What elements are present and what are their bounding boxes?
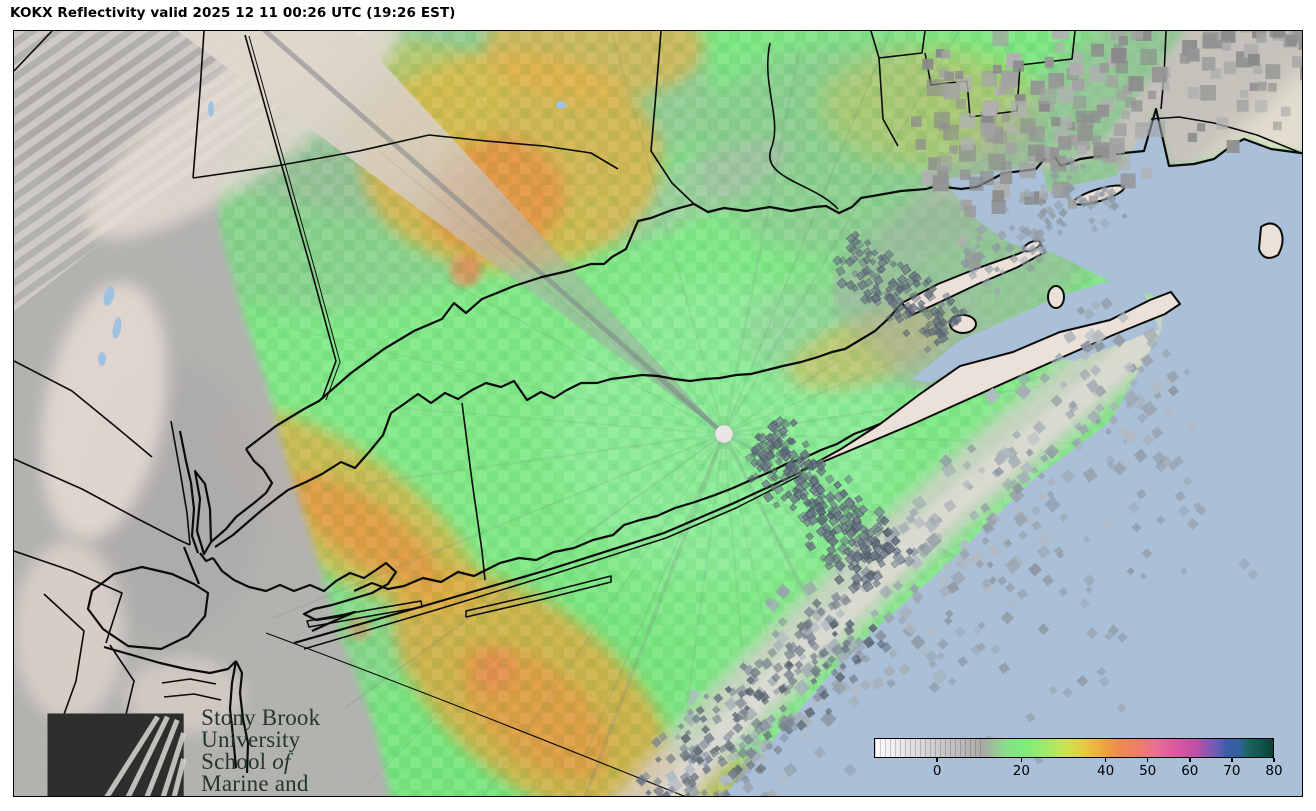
colorbar-legend: 0 20 40 50 60 70 80 xyxy=(874,738,1283,784)
ny-ct-state-line xyxy=(244,34,337,400)
colorbar-tick-label: 50 xyxy=(1139,763,1157,779)
colorbar-tick-mark xyxy=(1189,758,1191,762)
logo-line3: Atmospheric Sciences xyxy=(201,794,322,796)
navesink-rivers xyxy=(161,678,222,701)
sandy-hook-outer xyxy=(235,660,250,774)
logo-line2: School of Marine and xyxy=(201,749,309,796)
colorbar-tick-mark xyxy=(936,758,938,762)
rockaway-sliver xyxy=(306,600,423,628)
colorbar-tick-label: 70 xyxy=(1223,763,1241,779)
shield-star-icon: ★ xyxy=(64,788,102,797)
jones-beach-sliver xyxy=(465,575,612,618)
colorbar-tick-label: 60 xyxy=(1181,763,1199,779)
ri-pond-line xyxy=(1150,116,1302,154)
beam-blockage-wedge xyxy=(177,31,726,436)
east-river-south-bank xyxy=(214,489,289,548)
li-north-shore xyxy=(287,302,903,492)
logo-line1: Stony Brook University xyxy=(201,705,321,752)
hudson-west-bank xyxy=(178,430,200,554)
nassau-suffolk-line xyxy=(461,402,486,581)
colorbar-tick-label: 80 xyxy=(1265,763,1283,779)
brooklyn-jamaica-bay xyxy=(212,557,398,633)
raritan-bay-coast xyxy=(103,645,237,675)
colorbar-stripe-texture xyxy=(875,739,983,757)
colorbar-tick-label: 40 xyxy=(1096,763,1115,779)
block-island xyxy=(1257,222,1284,259)
page-title: KOKX Reflectivity valid 2025 12 11 00:26… xyxy=(10,5,456,21)
radar-site-dot xyxy=(714,424,734,444)
radar-map-svg xyxy=(14,31,1302,796)
colorbar-tick-label: 0 xyxy=(932,763,942,779)
colorbar-tick-mark xyxy=(1104,758,1107,762)
sbu-logo-text: Stony Brook University School of Marine … xyxy=(201,705,322,796)
battery-link xyxy=(199,552,214,563)
manhattan-island xyxy=(193,469,213,556)
east-river-north xyxy=(210,448,274,543)
county-state-lines xyxy=(14,31,1167,796)
sandy-hook-inner xyxy=(228,660,238,769)
bay-transect-line xyxy=(265,632,686,796)
colorbar-gradient xyxy=(874,738,1274,758)
gardiners-island xyxy=(1047,285,1065,309)
ct-county-line xyxy=(650,31,695,205)
staten-island xyxy=(86,565,210,651)
sbu-logo: ★ Stony Brook University School of Marin… xyxy=(41,705,322,797)
ocean-precip-speckles xyxy=(635,31,1302,796)
colorbar-tick-mark xyxy=(1231,758,1233,762)
bayonne xyxy=(182,546,201,585)
barrier-island-line-2 xyxy=(303,474,802,650)
lakes xyxy=(98,101,566,366)
radar-map: ★ Stony Brook University School of Marin… xyxy=(13,30,1303,797)
colorbar-tick-mark xyxy=(1146,758,1149,762)
ct-ri-coastline xyxy=(245,107,1302,450)
connecticut-river xyxy=(766,42,839,210)
colorbar-tick-mark xyxy=(1273,758,1275,762)
colorbar-tick-label: 20 xyxy=(1012,763,1030,779)
sbu-shield-icon: ★ xyxy=(47,713,187,797)
colorbar-tick-mark xyxy=(1020,758,1023,762)
